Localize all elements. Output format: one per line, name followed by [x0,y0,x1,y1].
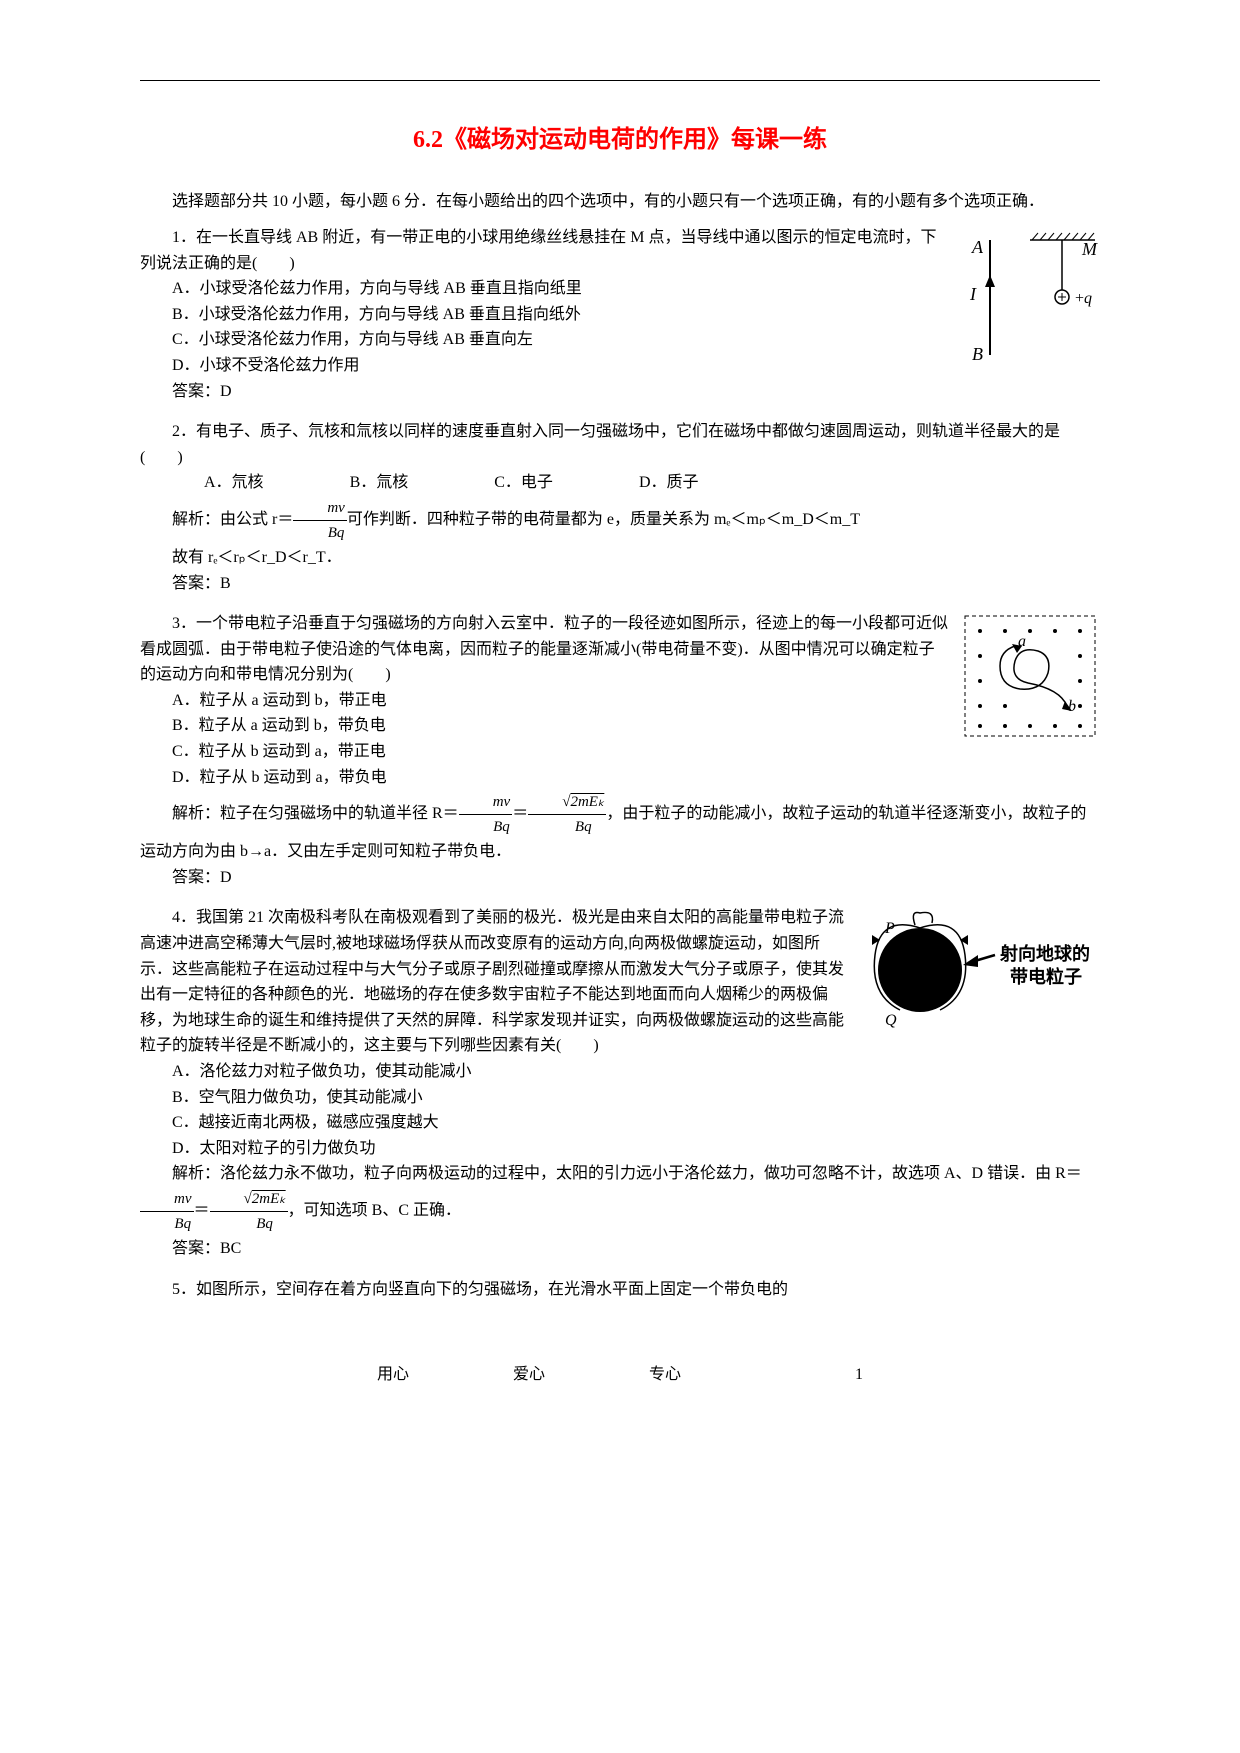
figure-4: P Q 射向地球的 带电粒子 [860,905,1100,1035]
svg-text:A: A [971,237,984,257]
q2-analysis: 解析：由公式 r＝mvBq可作判断．四种粒子带的电荷量都为 e，质量关系为 mₑ… [140,496,1100,545]
q4-optB: B．空气阻力做负功，使其动能减小 [140,1085,1100,1111]
header-rule [140,80,1100,81]
q3-optD: D．粒子从 b 运动到 a，带负电 [140,765,1100,791]
figure-3: a b [960,611,1100,741]
q3-optA: A．粒子从 a 运动到 b，带正电 [140,688,1100,714]
svg-text:b: b [1068,698,1076,715]
q4-optD: D．太阳对粒子的引力做负功 [140,1136,1100,1162]
svg-text:Q: Q [885,1012,897,1029]
svg-text:带电粒子: 带电粒子 [1010,966,1082,987]
footer-t2: 爱心 [513,1362,545,1388]
question-4: P Q 射向地球的 带电粒子 4．我国第 21 次南极科考队在南极观看到了美丽的… [140,905,1100,1261]
q2-options: A．氘核 B．氚核 C．电子 D．质子 [140,470,1100,496]
q2-answer: 答案：B [140,571,1100,597]
footer-t1: 用心 [377,1362,409,1388]
q1-text: 1．在一长直导线 AB 附近，有一带正电的小球用绝缘丝线悬挂在 M 点，当导线中… [140,225,1100,276]
svg-text:射向地球的: 射向地球的 [999,943,1090,964]
q4-analysis: 解析：洛伦兹力永不做功，粒子向两极运动的过程中，太阳的引力远小于洛伦兹力，做功可… [140,1161,1100,1236]
footer-t3: 专心 [649,1362,681,1388]
svg-text:I: I [969,284,977,304]
frac-mv-bq-2: mvBq [459,790,513,839]
svg-text:B: B [972,344,983,364]
q2-optC: C．电子 [462,470,553,496]
document-title: 6.2《磁场对运动电荷的作用》每课一练 [140,121,1100,159]
q3-optB: B．粒子从 a 运动到 b，带负电 [140,713,1100,739]
q2-optD: D．质子 [607,470,699,496]
svg-text:M: M [1081,239,1098,259]
frac-mv-bq-3: mvBq [140,1187,194,1236]
q3-analysis: 解析：粒子在匀强磁场中的轨道半径 R＝mvBq＝√2mEₖBq，由于粒子的动能减… [140,790,1100,865]
question-2: 2．有电子、质子、氘核和氚核以同样的速度垂直射入同一匀强磁场中，它们在磁场中都做… [140,419,1100,596]
q1-answer: 答案：D [140,379,1100,405]
figure-1: A B I M +q [960,225,1100,365]
question-3: a b 3．一个带电粒子沿垂直于匀强磁场的方向射入云室中．粒子的一段径迹如图所示… [140,611,1100,890]
footer: 用心 爱心 专心 1 [140,1362,1100,1388]
question-1: A B I M +q 1．在一长直导线 AB 附近，有一带正电的小球用绝缘丝线悬… [140,225,1100,404]
svg-text:+q: +q [1075,290,1092,307]
question-5: 5．如图所示，空间存在着方向竖直向下的匀强磁场，在光滑水平面上固定一个带负电的 [140,1277,1100,1303]
q1-optD: D．小球不受洛伦兹力作用 [140,353,1100,379]
q3-optC: C．粒子从 b 运动到 a，带正电 [140,739,1100,765]
frac-sqrt: √2mEₖBq [528,790,606,839]
footer-page: 1 [855,1362,863,1388]
q2-optB: B．氚核 [318,470,409,496]
q4-optC: C．越接近南北两极，磁感应强度越大 [140,1110,1100,1136]
q3-text: 3．一个带电粒子沿垂直于匀强磁场的方向射入云室中．粒子的一段径迹如图所示，径迹上… [140,611,1100,688]
q2-optA: A．氘核 [172,470,264,496]
q1-optA: A．小球受洛伦兹力作用，方向与导线 AB 垂直且指向纸里 [140,276,1100,302]
frac-sqrt-2: √2mEₖBq [210,1187,288,1236]
q2-analysis2: 故有 rₑ＜rₚ＜r_D＜r_T． [140,545,1100,571]
q2-text: 2．有电子、质子、氘核和氚核以同样的速度垂直射入同一匀强磁场中，它们在磁场中都做… [140,419,1100,470]
q2-analysis-post: 可作判断．四种粒子带的电荷量都为 e，质量关系为 mₑ＜mₚ＜m_D＜m_T [347,511,860,528]
svg-text:P: P [884,920,895,937]
q4-optA: A．洛伦兹力对粒子做负功，使其动能减小 [140,1059,1100,1085]
q4-analysis-pre: 解析：洛伦兹力永不做功，粒子向两极运动的过程中，太阳的引力远小于洛伦兹力，做功可… [172,1165,1082,1182]
q1-optB: B．小球受洛伦兹力作用，方向与导线 AB 垂直且指向纸外 [140,302,1100,328]
q1-optC: C．小球受洛伦兹力作用，方向与导线 AB 垂直向左 [140,327,1100,353]
q4-analysis-post: ，可知选项 B、C 正确． [288,1202,461,1219]
q3-analysis-pre: 解析：粒子在匀强磁场中的轨道半径 R＝ [172,805,459,822]
q2-analysis-pre: 解析：由公式 r＝ [172,511,293,528]
q4-answer: 答案：BC [140,1236,1100,1262]
frac-mv-bq: mvBq [293,496,347,545]
intro-text: 选择题部分共 10 小题，每小题 6 分．在每小题给出的四个选项中，有的小题只有… [140,189,1100,215]
q3-answer: 答案：D [140,865,1100,891]
q5-text: 5．如图所示，空间存在着方向竖直向下的匀强磁场，在光滑水平面上固定一个带负电的 [140,1277,1100,1303]
